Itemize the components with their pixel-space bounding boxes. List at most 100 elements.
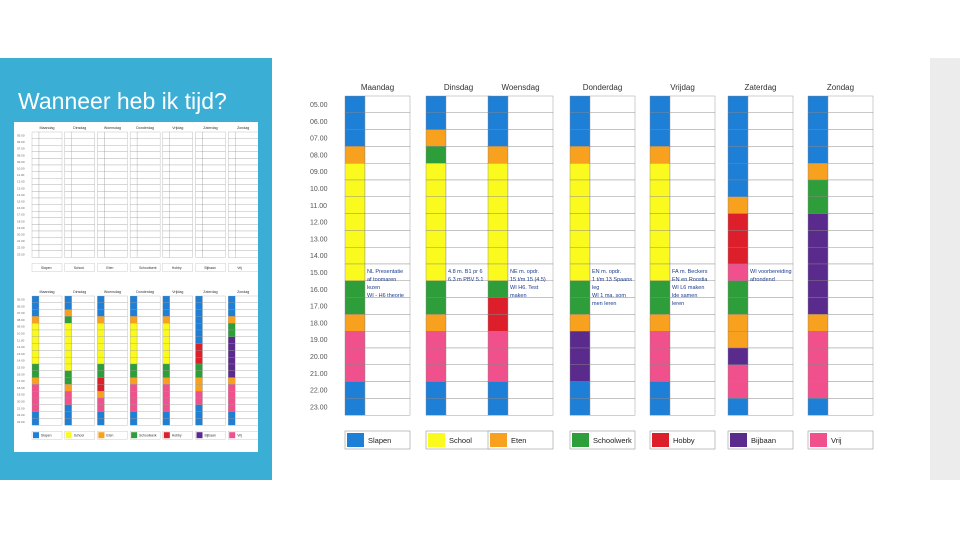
thumb-cell	[31, 391, 40, 399]
schedule-slot	[364, 314, 411, 332]
schedule-cell	[569, 95, 591, 113]
thumb-slot	[202, 178, 226, 185]
thumb-slot	[104, 178, 128, 185]
thumb-cell	[64, 418, 72, 426]
thumb-slot	[38, 191, 63, 199]
thumb-slot	[235, 164, 259, 172]
schedule-slot	[669, 112, 716, 130]
thumb-hour-label: 13.00	[17, 352, 25, 356]
thumb-slot	[136, 217, 161, 225]
thumb-slot	[38, 211, 63, 218]
thumb-slot	[169, 217, 193, 225]
thumb-cell	[129, 204, 138, 212]
thumb-slot	[136, 204, 161, 212]
schedule-slot	[747, 196, 794, 214]
thumb-slot	[169, 224, 193, 232]
thumb-slot	[169, 184, 193, 192]
thumb-cell	[228, 211, 236, 218]
thumb-slot	[202, 343, 226, 351]
thumb-slot	[202, 224, 226, 232]
schedule-cell	[569, 347, 591, 365]
schedule-slot	[589, 213, 636, 231]
schedule-cell	[727, 196, 749, 214]
thumb-legend-box	[97, 263, 128, 272]
thumb-cell	[129, 357, 138, 365]
thumb-slot	[136, 370, 161, 378]
thumb-cell	[97, 131, 105, 139]
thumb-hour-label: 12.00	[17, 345, 25, 349]
thumb-slot	[104, 336, 128, 344]
handwritten-note: men leren	[592, 301, 616, 307]
schedule-cell	[649, 297, 671, 315]
thumb-slot	[136, 244, 161, 251]
thumb-slot	[202, 131, 226, 139]
thumb-day-header: Donderdag	[136, 290, 154, 294]
thumb-slot	[235, 363, 259, 371]
thumb-slot	[169, 316, 193, 324]
hour-label: 10.00	[310, 186, 328, 193]
thumb-slot	[202, 363, 226, 371]
thumb-slot	[104, 391, 128, 399]
thumb-legend-box	[31, 431, 63, 440]
thumb-cell	[31, 295, 40, 303]
thumb-legend-label: Bijbaan	[205, 434, 216, 438]
schedule-slot	[669, 129, 716, 147]
thumb-slot	[38, 370, 63, 378]
thumb-slot	[235, 178, 259, 185]
schedule-cell	[344, 196, 366, 214]
thumb-slot	[38, 158, 63, 166]
legend-label: Bijbaan	[751, 436, 776, 445]
thumb-slot	[104, 211, 128, 218]
thumb-cell	[228, 411, 236, 419]
thumb-slot	[71, 184, 95, 192]
thumb-slot	[38, 184, 63, 192]
thumb-cell	[228, 397, 236, 405]
thumb-slot	[104, 191, 128, 199]
thumb-slot	[71, 404, 95, 412]
legend-swatch	[428, 433, 445, 447]
thumb-cell	[195, 391, 203, 399]
thumb-slot	[38, 411, 63, 419]
schedule-slot	[507, 179, 554, 197]
schedule-cell	[807, 146, 829, 164]
handwritten-note: FA m. Beckers	[672, 269, 708, 275]
thumb-slot	[71, 131, 95, 139]
schedule-slot	[507, 330, 554, 349]
thumb-cell	[195, 230, 203, 238]
schedule-cell	[487, 129, 509, 147]
thumb-slot	[235, 370, 259, 378]
thumb-slot	[38, 230, 63, 238]
thumb-slot	[71, 237, 95, 245]
thumb-cell	[64, 204, 72, 212]
thumb-cell	[97, 343, 105, 351]
thumb-slot	[169, 171, 193, 179]
schedule-cell	[569, 398, 591, 416]
thumb-slot	[202, 377, 226, 385]
schedule-slot	[507, 112, 554, 130]
thumb-cell	[97, 204, 105, 212]
thumb-hour-label: 08.00	[17, 153, 25, 157]
thumb-cell	[228, 230, 236, 238]
thumb-slot	[38, 384, 63, 392]
schedule-cell	[425, 246, 447, 265]
thumb-slot	[71, 164, 95, 172]
thumb-slot	[71, 211, 95, 218]
thumb-slot	[202, 411, 226, 419]
thumb-slot	[169, 244, 193, 251]
schedule-slot	[827, 246, 874, 265]
thumb-slot	[136, 384, 161, 392]
schedule-slot	[669, 246, 716, 265]
thumb-slot	[136, 329, 161, 337]
thumb-slot	[235, 316, 259, 324]
thumb-slot	[169, 418, 193, 426]
thumb-slot	[202, 370, 226, 378]
thumb-slot	[169, 309, 193, 317]
thumb-slot	[71, 230, 95, 238]
scrollbar[interactable]	[930, 58, 960, 480]
thumb-hour-label: 22.00	[17, 413, 25, 417]
schedule-cell	[569, 196, 591, 214]
schedule-cell	[727, 314, 749, 332]
thumb-hour-label: 14.00	[17, 193, 25, 197]
thumb-cell	[228, 197, 236, 205]
thumb-cell	[129, 363, 138, 371]
